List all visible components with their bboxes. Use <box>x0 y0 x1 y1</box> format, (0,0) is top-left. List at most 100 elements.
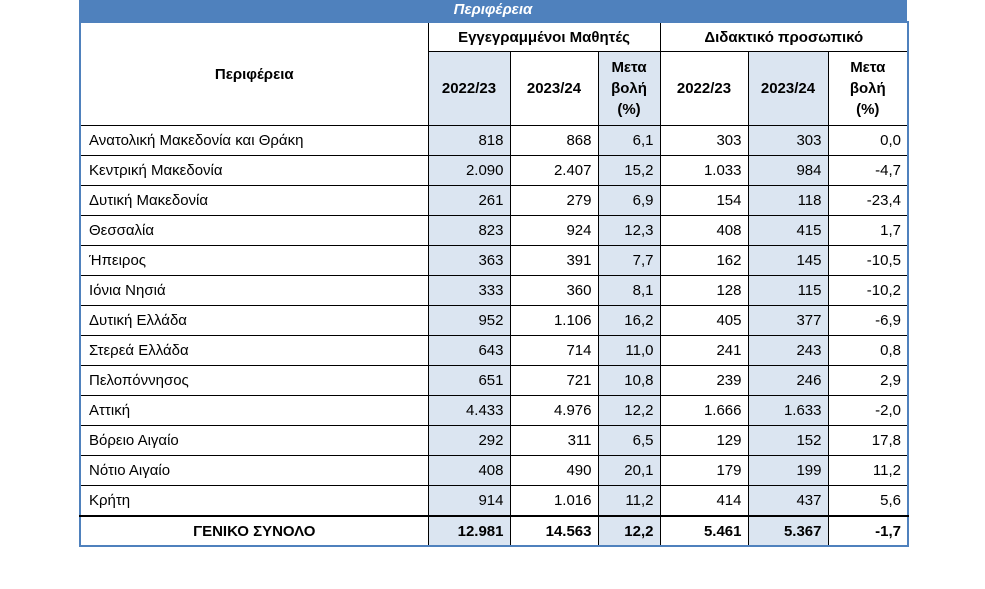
staff-2022-cell: 239 <box>659 365 749 396</box>
region-cell: Στερεά Ελλάδα <box>79 335 429 366</box>
students-2023-cell: 4.976 <box>509 395 599 426</box>
region-cell: ΓΕΝΙΚΟ ΣΥΝΟΛΟ <box>79 515 429 547</box>
students-change-cell: 11,2 <box>597 485 661 517</box>
staff-2023-cell: 243 <box>747 335 829 366</box>
students-2022-cell: 952 <box>427 305 511 336</box>
region-table: Περιφέρεια Εγγεγραμμένοι Μαθητές Διδακτι… <box>79 21 909 547</box>
staff-change-cell: -2,0 <box>827 395 909 426</box>
region-cell: Νότιο Αιγαίο <box>79 455 429 486</box>
staff-2023-cell: 437 <box>747 485 829 517</box>
students-2022-cell: 651 <box>427 365 511 396</box>
staff-change-cell: -10,2 <box>827 275 909 306</box>
students-year2-header: 2023/24 <box>509 51 599 126</box>
students-change-cell: 15,2 <box>597 155 661 186</box>
change-label-line2: βολή <box>849 80 886 97</box>
students-change-cell: 16,2 <box>597 305 661 336</box>
change-label-line1: Μετα <box>611 59 647 76</box>
students-2022-cell: 643 <box>427 335 511 366</box>
students-2023-cell: 868 <box>509 125 599 156</box>
table-row: Ανατολική Μακεδονία και Θράκη 818 868 6,1 30… <box>79 125 909 156</box>
staff-2022-cell: 179 <box>659 455 749 486</box>
students-2022-cell: 333 <box>427 275 511 306</box>
staff-change-cell: -4,7 <box>827 155 909 186</box>
staff-2022-cell: 1.666 <box>659 395 749 426</box>
students-2022-cell: 823 <box>427 215 511 246</box>
staff-2023-cell: 118 <box>747 185 829 216</box>
staff-change-cell: -6,9 <box>827 305 909 336</box>
staff-2022-cell: 408 <box>659 215 749 246</box>
students-change-cell: 12,2 <box>597 515 661 547</box>
students-change-cell: 6,1 <box>597 125 661 156</box>
staff-2022-cell: 414 <box>659 485 749 517</box>
region-column-header: Περιφέρεια <box>79 21 429 126</box>
students-2022-cell: 4.433 <box>427 395 511 426</box>
table-row: Ιόνια Νησιά 333 360 8,1 128 115 -10,2 <box>79 275 909 306</box>
students-group-header: Εγγεγραμμένοι Μαθητές <box>427 21 661 52</box>
students-change-cell: 7,7 <box>597 245 661 276</box>
students-change-cell: 8,1 <box>597 275 661 306</box>
change-label-line3: (%) <box>856 101 880 118</box>
table-row: Στερεά Ελλάδα 643 714 11,0 241 243 0,8 <box>79 335 909 366</box>
staff-change-cell: 0,0 <box>827 125 909 156</box>
staff-change-cell: 11,2 <box>827 455 909 486</box>
students-change-header: Μετα βολή (%) <box>597 51 661 126</box>
staff-year1-header: 2022/23 <box>659 51 749 126</box>
staff-2023-cell: 199 <box>747 455 829 486</box>
students-2022-cell: 408 <box>427 455 511 486</box>
students-2023-cell: 714 <box>509 335 599 366</box>
staff-2023-cell: 5.367 <box>747 515 829 547</box>
staff-2023-cell: 145 <box>747 245 829 276</box>
students-2023-cell: 1.106 <box>509 305 599 336</box>
table-row: Δυτική Ελλάδα 952 1.106 16,2 405 377 -6,9 <box>79 305 909 336</box>
students-change-cell: 11,0 <box>597 335 661 366</box>
students-2022-cell: 261 <box>427 185 511 216</box>
region-cell: Ανατολική Μακεδονία και Θράκη <box>79 125 429 156</box>
staff-2023-cell: 377 <box>747 305 829 336</box>
students-2023-cell: 279 <box>509 185 599 216</box>
staff-change-header: Μετα βολή (%) <box>827 51 909 126</box>
region-cell: Αττική <box>79 395 429 426</box>
staff-year2-header: 2023/24 <box>747 51 829 126</box>
table-row: Κρήτη 914 1.016 11,2 414 437 5,6 <box>79 485 909 517</box>
staff-change-cell: 1,7 <box>827 215 909 246</box>
staff-2022-cell: 5.461 <box>659 515 749 547</box>
staff-2023-cell: 115 <box>747 275 829 306</box>
students-2023-cell: 1.016 <box>509 485 599 517</box>
staff-change-cell: 17,8 <box>827 425 909 456</box>
change-label-line1: Μετα <box>850 59 886 76</box>
total-row: ΓΕΝΙΚΟ ΣΥΝΟΛΟ 12.981 14.563 12,2 5.461 5.367-… <box>79 515 909 547</box>
region-cell: Ιόνια Νησιά <box>79 275 429 306</box>
staff-2023-cell: 984 <box>747 155 829 186</box>
students-2022-cell: 914 <box>427 485 511 517</box>
region-cell: Θεσσαλία <box>79 215 429 246</box>
staff-2023-cell: 152 <box>747 425 829 456</box>
table-row: Νότιο Αιγαίο 408 490 20,1 179 199 11,2 <box>79 455 909 486</box>
students-2023-cell: 2.407 <box>509 155 599 186</box>
students-2023-cell: 311 <box>509 425 599 456</box>
students-2023-cell: 924 <box>509 215 599 246</box>
region-cell: Δυτική Μακεδονία <box>79 185 429 216</box>
staff-2022-cell: 241 <box>659 335 749 366</box>
students-2022-cell: 12.981 <box>427 515 511 547</box>
staff-2023-cell: 303 <box>747 125 829 156</box>
staff-2023-cell: 415 <box>747 215 829 246</box>
students-2022-cell: 363 <box>427 245 511 276</box>
students-change-cell: 6,9 <box>597 185 661 216</box>
students-2023-cell: 14.563 <box>509 515 599 547</box>
staff-group-header: Διδακτικό προσωπικό <box>659 21 909 52</box>
region-cell: Ήπειρος <box>79 245 429 276</box>
table-row: Βόρειο Αιγαίο 292 311 6,5 129 152 17,8 <box>79 425 909 456</box>
staff-2022-cell: 1.033 <box>659 155 749 186</box>
table-row: Κεντρική Μακεδονία 2.090 2.407 15,2 1.033 984… <box>79 155 909 186</box>
region-cell: Βόρειο Αιγαίο <box>79 425 429 456</box>
staff-change-cell: 5,6 <box>827 485 909 517</box>
staff-2022-cell: 128 <box>659 275 749 306</box>
table-row: Ήπειρος 363 391 7,7 162 145 -10,5 <box>79 245 909 276</box>
students-change-cell: 20,1 <box>597 455 661 486</box>
region-cell: Κεντρική Μακεδονία <box>79 155 429 186</box>
students-change-cell: 10,8 <box>597 365 661 396</box>
table-row: Θεσσαλία 823 924 12,3 408 415 1,7 <box>79 215 909 246</box>
table-row: Δυτική Μακεδονία 261 279 6,9 154 118 -23,4 <box>79 185 909 216</box>
students-2023-cell: 391 <box>509 245 599 276</box>
staff-2022-cell: 405 <box>659 305 749 336</box>
